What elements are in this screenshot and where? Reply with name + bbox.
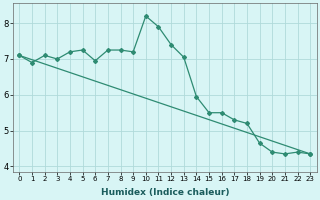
X-axis label: Humidex (Indice chaleur): Humidex (Indice chaleur) — [100, 188, 229, 197]
